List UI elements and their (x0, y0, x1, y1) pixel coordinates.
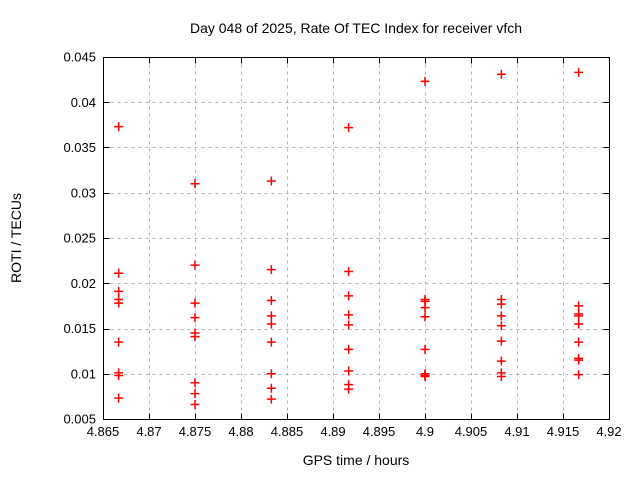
chart-title: Day 048 of 2025, Rate Of TEC Index for r… (189, 20, 522, 36)
data-point (496, 69, 506, 79)
data-point (344, 384, 354, 394)
data-point (266, 295, 276, 305)
data-point (420, 344, 430, 354)
data-point (190, 179, 200, 189)
data-point (574, 319, 584, 329)
data-point (344, 266, 354, 276)
y-tick-label: 0.015 (63, 321, 96, 336)
data-point (266, 394, 276, 404)
x-tick-label: 4.91 (504, 424, 529, 439)
y-tick-label: 0.02 (71, 276, 96, 291)
data-point (574, 370, 584, 380)
data-point (574, 301, 584, 311)
data-point (420, 371, 430, 381)
data-point (190, 298, 200, 308)
data-point (344, 123, 354, 133)
data-point (190, 260, 200, 270)
data-point (344, 344, 354, 354)
data-point (114, 122, 124, 132)
y-tick-label: 0.01 (71, 366, 96, 381)
data-point (344, 291, 354, 301)
x-tick-label: 4.915 (547, 424, 580, 439)
y-tick-label: 0.005 (63, 412, 96, 427)
data-point (114, 298, 124, 308)
data-point (574, 311, 584, 321)
data-point (574, 355, 584, 365)
x-tick-label: 4.89 (320, 424, 345, 439)
data-point (496, 371, 506, 381)
data-point (114, 286, 124, 296)
x-tick-label: 4.88 (228, 424, 253, 439)
y-tick-label: 0.03 (71, 185, 96, 200)
x-tick-label: 4.875 (179, 424, 212, 439)
x-axis-title: GPS time / hours (302, 452, 410, 468)
y-tick-label: 0.035 (63, 140, 96, 155)
data-point (190, 378, 200, 388)
data-point (574, 67, 584, 77)
data-point (190, 389, 200, 399)
data-point (574, 337, 584, 347)
x-tick-label: 4.87 (136, 424, 161, 439)
x-tick-label: 4.865 (87, 424, 120, 439)
data-point (114, 371, 124, 381)
data-point (496, 321, 506, 331)
data-point (114, 393, 124, 403)
x-tick-label: 4.905 (455, 424, 488, 439)
data-point (266, 319, 276, 329)
data-point (420, 312, 430, 322)
y-tick-label: 0.04 (71, 95, 96, 110)
data-point (266, 311, 276, 321)
data-point (496, 311, 506, 321)
data-point (266, 265, 276, 275)
data-point (420, 76, 430, 86)
data-point (496, 336, 506, 346)
data-point (266, 337, 276, 347)
data-point (344, 310, 354, 320)
data-point (420, 303, 430, 313)
data-point (344, 366, 354, 376)
data-point (344, 320, 354, 330)
x-tick-label: 4.885 (271, 424, 304, 439)
data-point (496, 356, 506, 366)
data-point (190, 332, 200, 342)
data-point (266, 176, 276, 186)
x-tick-label: 4.9 (416, 424, 434, 439)
data-point (496, 299, 506, 309)
data-point (114, 268, 124, 278)
y-tick-label: 0.045 (63, 50, 96, 65)
data-point (114, 337, 124, 347)
data-point (266, 383, 276, 393)
data-point (190, 400, 200, 410)
y-tick-label: 0.025 (63, 231, 96, 246)
data-point (266, 369, 276, 379)
x-tick-label: 4.92 (596, 424, 621, 439)
data-point (190, 313, 200, 323)
x-tick-label: 4.895 (363, 424, 396, 439)
